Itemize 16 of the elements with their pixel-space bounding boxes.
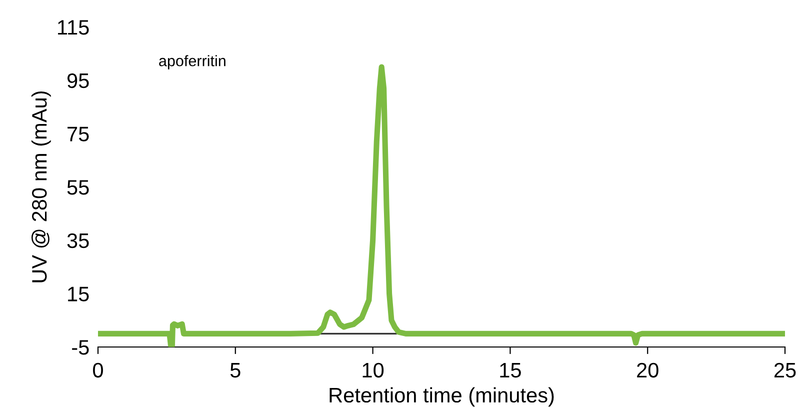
y-tick-label: 95 — [67, 73, 89, 88]
y-tick-label: 115 — [58, 20, 89, 35]
x-tick-label: 0 — [93, 362, 103, 378]
y-tick-label: 15 — [68, 286, 89, 302]
y-tick-label: 35 — [67, 233, 89, 248]
y-tick-label: 75 — [68, 126, 89, 142]
x-tick-label: 25 — [774, 362, 796, 378]
x-tick-label: 10 — [362, 362, 384, 378]
x-tick-label: 20 — [637, 362, 658, 378]
y-tick-label: 55 — [67, 180, 89, 195]
x-tick-label: 15 — [500, 363, 521, 378]
y-axis-title: UV @ 280 nm (mAu) — [31, 91, 51, 282]
y-tick-label: -5 — [72, 340, 89, 355]
annotation: apoferritin — [159, 55, 226, 70]
x-axis-title: Retention time (minutes) — [330, 387, 554, 407]
x-tick-label: 5 — [230, 363, 240, 378]
